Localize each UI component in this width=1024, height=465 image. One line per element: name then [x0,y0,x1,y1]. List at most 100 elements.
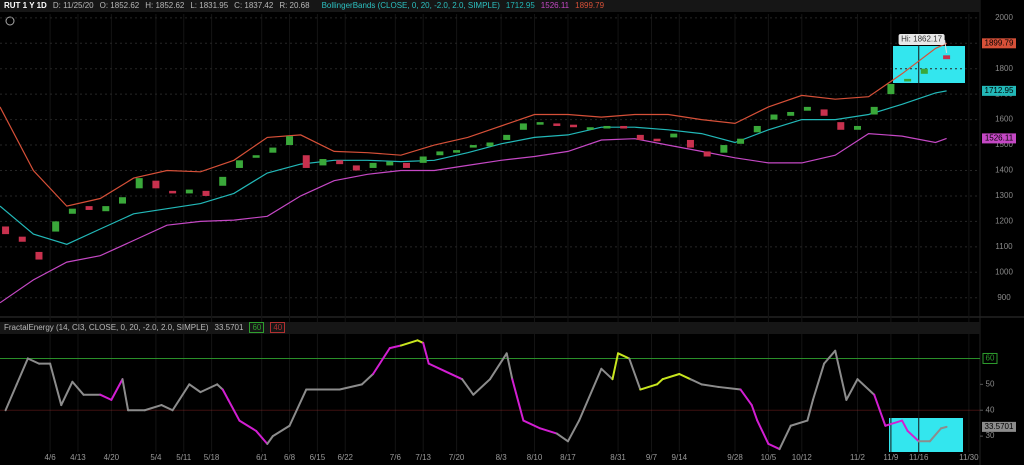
info-icon[interactable] [5,16,15,26]
value-box-label: 1712.95 [985,86,1014,95]
indicator-segment [906,429,920,443]
indicator-segment [15,357,29,386]
value-box-label: 1899.79 [985,38,1014,47]
candle [35,251,43,260]
candle [570,124,578,128]
candle [887,83,895,95]
indicator-segment [388,344,402,350]
candle [904,78,912,82]
indicator-segment [60,380,74,407]
x-tick-label: 11/2 [850,453,866,462]
y-tick-label: 1200 [995,217,1013,226]
indicator-segment [700,383,720,388]
indicator-segment [255,429,269,445]
x-tick-label: 7/13 [415,453,431,462]
x-tick-label: 6/1 [256,453,268,462]
indicator-segment [845,378,859,401]
y-tick-label: 50 [986,379,995,388]
candle [837,122,845,130]
indicator-segment [689,378,703,386]
indicator-segment [422,341,430,365]
indicator-segment [489,352,508,381]
indicator-segment [884,419,904,427]
study-values: 1712.95 1526.11 1899.79 [506,1,610,10]
indicator-segment [199,383,219,394]
indicator-segment [160,404,174,412]
candle [586,127,594,130]
level-value: 60 [249,322,265,333]
indicator-segment [639,383,659,391]
x-tick-label: 10/12 [792,453,813,462]
candle [854,125,861,130]
indicator-segment [617,352,631,360]
y-tick-label: 30 [986,431,995,440]
indicator-segment [444,370,464,381]
indicator-segment [717,385,742,391]
x-tick-label: 11/16 [909,453,929,462]
candle [85,206,93,210]
y-tick-label: 1500 [995,140,1013,149]
highlight-box [889,418,963,452]
value-box-label: 33.5701 [985,422,1014,431]
indicator-segment [600,367,614,381]
indicator-segment [461,378,475,396]
candle [770,114,778,120]
symbol: RUT 1 Y 1D [4,1,47,10]
candle [269,147,277,153]
candle [920,68,928,74]
candle [820,109,828,116]
indicator-segment [778,424,792,451]
indicator-segment [823,349,837,365]
indicator-header: FractalEnergy (14, CI3, CLOSE, 0, 20, -2… [0,322,980,334]
study-name: BollingerBands (CLOSE, 0, 20, -2.0, 2.0,… [321,1,500,10]
indicator-segment [940,425,948,430]
indicator-segment [221,388,230,401]
indicator-segment [522,419,542,430]
x-tick-label: 6/22 [337,453,353,462]
candle [202,190,210,196]
indicator-segment [227,398,241,422]
header-field: O: 1852.62 [99,1,140,10]
header-field: D: 11/25/20 [52,1,94,10]
candle [519,123,527,130]
indicator-segment [789,419,809,427]
x-tick-label: 4/13 [70,453,86,462]
indicator-segment [806,398,814,422]
header-field: H: 1852.62 [145,1,185,10]
indicator-segment [110,378,124,401]
y-tick-label: 1400 [995,166,1013,175]
level-value: 40 [270,322,286,333]
x-tick-label: 10/5 [761,453,777,462]
candle [102,206,110,212]
indicator-segment [49,362,63,407]
indicator-segment [71,380,85,396]
candle [219,176,227,186]
indicator-segment [511,378,525,422]
indicator-segment [767,442,781,451]
candle [636,134,644,140]
indicator-segment [834,349,848,401]
x-tick-label: 4/6 [45,453,57,462]
x-tick-label: 11/30 [959,453,979,462]
highlight-box [893,46,965,83]
indicator-segment [661,373,681,381]
x-tick-label: 5/11 [176,453,192,462]
indicator-segment [873,393,887,427]
bollinger-band [0,90,947,245]
candle [152,180,160,189]
indicator-segment [288,388,308,427]
candle [402,162,410,168]
y-tick-label: 60 [986,354,995,363]
candle [486,142,494,147]
x-tick-label: 9/28 [727,453,743,462]
indicator-segment [4,383,18,412]
y-tick-label: 40 [986,405,995,414]
indicator-segment [266,435,274,445]
candle [469,145,477,148]
indicator-segment [416,339,425,344]
y-tick-label: 1800 [995,64,1013,73]
indicator-segment [121,378,130,412]
candle [119,197,126,204]
header-field: C: 1837.42 [234,1,274,10]
